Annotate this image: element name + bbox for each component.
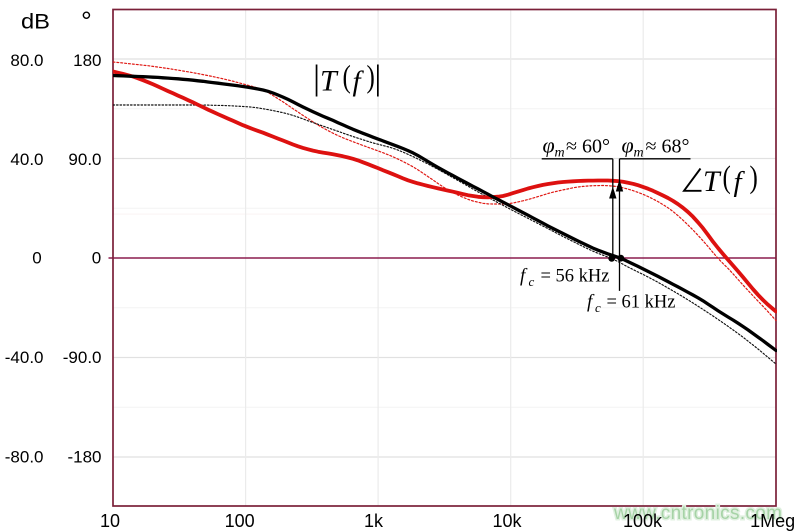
svg-text:90.0: 90.0 [68, 150, 101, 169]
svg-text:m: m [634, 146, 644, 161]
svg-text:m: m [555, 146, 565, 161]
svg-text:dB: dB [21, 10, 50, 34]
svg-text:80.0: 80.0 [10, 51, 43, 70]
svg-text:): ) [750, 160, 758, 196]
svg-text:f: f [587, 292, 595, 313]
svg-text:): ) [367, 59, 375, 95]
svg-text:180: 180 [73, 51, 101, 70]
svg-text:1Meg: 1Meg [750, 511, 795, 531]
svg-text:1k: 1k [364, 511, 384, 531]
svg-text:-80.0: -80.0 [5, 447, 44, 466]
svg-text:0: 0 [32, 248, 41, 267]
svg-text:100: 100 [225, 511, 255, 531]
svg-text:f: f [353, 66, 365, 98]
svg-text:-40.0: -40.0 [5, 348, 44, 367]
svg-text:f: f [734, 166, 746, 198]
svg-text:100k: 100k [623, 511, 663, 531]
svg-text:c: c [529, 274, 535, 289]
svg-text:≈ 68°: ≈ 68° [646, 135, 690, 157]
svg-text:www.cntronics.com: www.cntronics.com [613, 503, 782, 524]
svg-text:φ: φ [622, 132, 634, 157]
svg-text:= 56 kHz: = 56 kHz [541, 267, 610, 287]
svg-text:10k: 10k [492, 511, 522, 531]
svg-text:T: T [320, 65, 339, 98]
svg-text:≈ 60°: ≈ 60° [566, 135, 610, 157]
svg-text:°: ° [81, 7, 92, 37]
svg-text:(: ( [343, 59, 351, 95]
svg-text:40.0: 40.0 [10, 150, 43, 169]
svg-text:φ: φ [543, 132, 555, 157]
svg-text:T: T [703, 165, 722, 198]
svg-text:(: ( [723, 160, 731, 196]
svg-text:-180: -180 [67, 447, 101, 466]
svg-text:www.cntronics.com: www.cntronics.com [613, 503, 782, 524]
svg-text:= 61 kHz: = 61 kHz [607, 293, 676, 313]
svg-text:f: f [520, 266, 528, 287]
svg-text:c: c [595, 300, 601, 315]
svg-text:-90.0: -90.0 [63, 348, 102, 367]
svg-text:0: 0 [92, 248, 101, 267]
svg-text:10: 10 [100, 511, 120, 531]
